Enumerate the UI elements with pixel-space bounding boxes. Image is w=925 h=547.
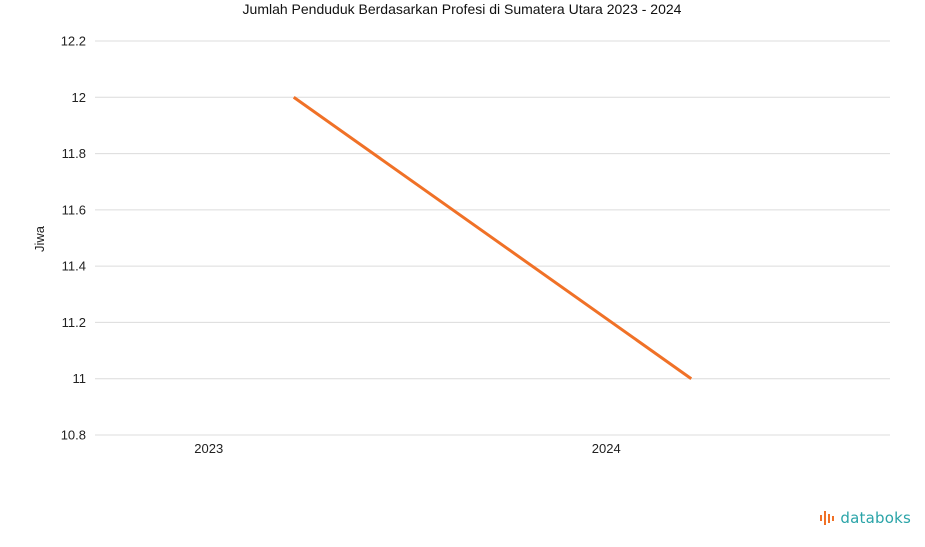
gridlines (95, 40, 890, 436)
y-axis-label: Jiwa (32, 225, 47, 252)
y-tick-label: 11.4 (62, 259, 86, 274)
databoks-mark-icon (820, 511, 835, 525)
chart-title: Jumlah Penduduk Berdasarkan Profesi di S… (243, 1, 682, 17)
y-axis-ticks: 10.8 11 11.2 11.4 11.6 11.8 12 12.2 (61, 34, 86, 443)
y-tick-label: 10.8 (61, 428, 86, 443)
y-tick-label: 12.2 (61, 34, 86, 49)
x-axis-ticks: 2023 2024 (194, 441, 620, 456)
series (292, 96, 693, 380)
y-tick-label: 11 (73, 371, 87, 386)
y-tick-label: 11.2 (62, 315, 86, 330)
y-tick-label: 12 (72, 90, 86, 105)
databoks-logo-text: databoks (840, 509, 911, 527)
x-tick-label: 2023 (194, 441, 223, 456)
databoks-logo: databoks (819, 509, 911, 527)
y-tick-label: 11.8 (62, 146, 86, 161)
x-tick-label: 2024 (592, 441, 621, 456)
y-tick-label: 11.6 (62, 202, 86, 217)
series-line (292, 96, 693, 380)
